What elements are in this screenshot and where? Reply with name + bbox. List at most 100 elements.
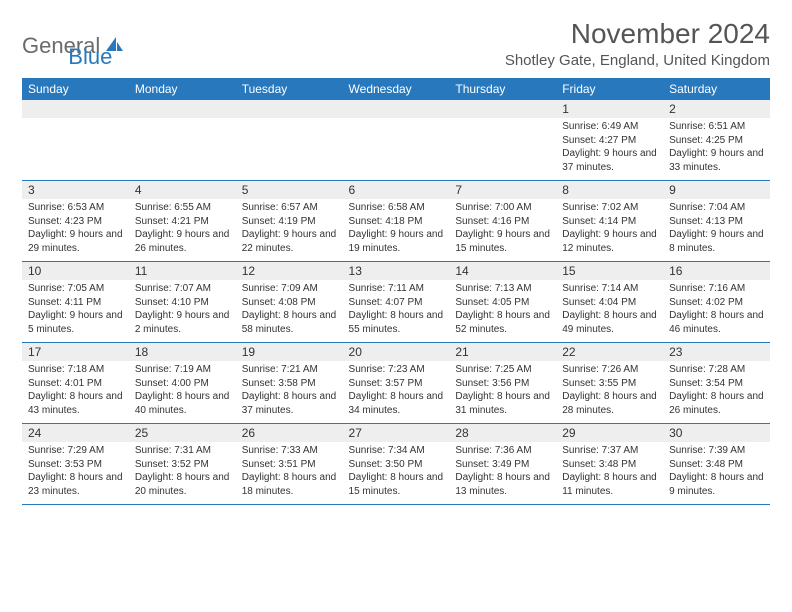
sunrise-text: Sunrise: 6:55 AM [135, 201, 230, 215]
day-cell: Sunrise: 7:26 AMSunset: 3:55 PMDaylight:… [556, 361, 663, 424]
day-number: 8 [556, 181, 663, 200]
daylight-text: Daylight: 9 hours and 22 minutes. [242, 228, 337, 255]
day-cell [22, 118, 129, 181]
sunrise-text: Sunrise: 7:19 AM [135, 363, 230, 377]
daylight-text: Daylight: 9 hours and 12 minutes. [562, 228, 657, 255]
day-number [129, 100, 236, 118]
day-cell: Sunrise: 7:18 AMSunset: 4:01 PMDaylight:… [22, 361, 129, 424]
day-cell: Sunrise: 7:37 AMSunset: 3:48 PMDaylight:… [556, 442, 663, 505]
sunrise-text: Sunrise: 7:39 AM [669, 444, 764, 458]
day-content-row: Sunrise: 7:05 AMSunset: 4:11 PMDaylight:… [22, 280, 770, 343]
day-number: 7 [449, 181, 556, 200]
sunset-text: Sunset: 3:50 PM [349, 458, 444, 472]
sunset-text: Sunset: 4:27 PM [562, 134, 657, 148]
day-cell: Sunrise: 7:29 AMSunset: 3:53 PMDaylight:… [22, 442, 129, 505]
day-cell [236, 118, 343, 181]
weekday-header: Tuesday [236, 78, 343, 100]
sunrise-text: Sunrise: 7:23 AM [349, 363, 444, 377]
sunset-text: Sunset: 3:51 PM [242, 458, 337, 472]
day-number: 14 [449, 262, 556, 281]
day-number: 22 [556, 343, 663, 362]
sunset-text: Sunset: 4:21 PM [135, 215, 230, 229]
daylight-text: Daylight: 8 hours and 28 minutes. [562, 390, 657, 417]
weekday-header: Thursday [449, 78, 556, 100]
day-number: 18 [129, 343, 236, 362]
day-cell: Sunrise: 6:51 AMSunset: 4:25 PMDaylight:… [663, 118, 770, 181]
weekday-header: Wednesday [343, 78, 450, 100]
sunset-text: Sunset: 3:53 PM [28, 458, 123, 472]
sunrise-text: Sunrise: 7:04 AM [669, 201, 764, 215]
daylight-text: Daylight: 9 hours and 19 minutes. [349, 228, 444, 255]
sunrise-text: Sunrise: 7:11 AM [349, 282, 444, 296]
logo: General Blue [22, 22, 112, 70]
sunset-text: Sunset: 3:49 PM [455, 458, 550, 472]
daylight-text: Daylight: 8 hours and 37 minutes. [242, 390, 337, 417]
day-number: 4 [129, 181, 236, 200]
sunrise-text: Sunrise: 7:14 AM [562, 282, 657, 296]
day-number: 20 [343, 343, 450, 362]
day-cell: Sunrise: 6:58 AMSunset: 4:18 PMDaylight:… [343, 199, 450, 262]
daylight-text: Daylight: 8 hours and 43 minutes. [28, 390, 123, 417]
daylight-text: Daylight: 9 hours and 37 minutes. [562, 147, 657, 174]
sunrise-text: Sunrise: 7:13 AM [455, 282, 550, 296]
day-cell: Sunrise: 7:13 AMSunset: 4:05 PMDaylight:… [449, 280, 556, 343]
daylight-text: Daylight: 8 hours and 52 minutes. [455, 309, 550, 336]
sunrise-text: Sunrise: 6:58 AM [349, 201, 444, 215]
day-content-row: Sunrise: 7:29 AMSunset: 3:53 PMDaylight:… [22, 442, 770, 505]
day-cell: Sunrise: 7:31 AMSunset: 3:52 PMDaylight:… [129, 442, 236, 505]
day-number: 5 [236, 181, 343, 200]
daylight-text: Daylight: 8 hours and 58 minutes. [242, 309, 337, 336]
day-cell: Sunrise: 7:02 AMSunset: 4:14 PMDaylight:… [556, 199, 663, 262]
month-title: November 2024 [505, 18, 770, 50]
sunrise-text: Sunrise: 7:26 AM [562, 363, 657, 377]
sunset-text: Sunset: 3:55 PM [562, 377, 657, 391]
day-cell: Sunrise: 6:49 AMSunset: 4:27 PMDaylight:… [556, 118, 663, 181]
day-cell: Sunrise: 6:53 AMSunset: 4:23 PMDaylight:… [22, 199, 129, 262]
day-cell: Sunrise: 7:36 AMSunset: 3:49 PMDaylight:… [449, 442, 556, 505]
daylight-text: Daylight: 8 hours and 13 minutes. [455, 471, 550, 498]
day-number: 19 [236, 343, 343, 362]
day-cell: Sunrise: 7:05 AMSunset: 4:11 PMDaylight:… [22, 280, 129, 343]
day-cell: Sunrise: 6:55 AMSunset: 4:21 PMDaylight:… [129, 199, 236, 262]
day-number: 21 [449, 343, 556, 362]
day-content-row: Sunrise: 6:49 AMSunset: 4:27 PMDaylight:… [22, 118, 770, 181]
sunset-text: Sunset: 4:07 PM [349, 296, 444, 310]
day-cell: Sunrise: 7:28 AMSunset: 3:54 PMDaylight:… [663, 361, 770, 424]
sunrise-text: Sunrise: 7:02 AM [562, 201, 657, 215]
day-cell: Sunrise: 7:00 AMSunset: 4:16 PMDaylight:… [449, 199, 556, 262]
title-block: November 2024 Shotley Gate, England, Uni… [505, 18, 770, 69]
logo-text-blue: Blue [68, 44, 112, 70]
sunset-text: Sunset: 4:04 PM [562, 296, 657, 310]
day-cell: Sunrise: 7:11 AMSunset: 4:07 PMDaylight:… [343, 280, 450, 343]
sunrise-text: Sunrise: 6:51 AM [669, 120, 764, 134]
sunrise-text: Sunrise: 7:37 AM [562, 444, 657, 458]
sunset-text: Sunset: 4:19 PM [242, 215, 337, 229]
day-cell: Sunrise: 7:25 AMSunset: 3:56 PMDaylight:… [449, 361, 556, 424]
sunrise-text: Sunrise: 6:57 AM [242, 201, 337, 215]
day-number: 15 [556, 262, 663, 281]
sunset-text: Sunset: 3:58 PM [242, 377, 337, 391]
daylight-text: Daylight: 8 hours and 26 minutes. [669, 390, 764, 417]
daylight-text: Daylight: 9 hours and 26 minutes. [135, 228, 230, 255]
sunset-text: Sunset: 4:02 PM [669, 296, 764, 310]
daylight-text: Daylight: 8 hours and 40 minutes. [135, 390, 230, 417]
day-cell: Sunrise: 7:16 AMSunset: 4:02 PMDaylight:… [663, 280, 770, 343]
day-number [343, 100, 450, 118]
sunset-text: Sunset: 3:52 PM [135, 458, 230, 472]
day-cell: Sunrise: 7:39 AMSunset: 3:48 PMDaylight:… [663, 442, 770, 505]
day-number-row: 10111213141516 [22, 262, 770, 281]
day-number: 16 [663, 262, 770, 281]
daylight-text: Daylight: 9 hours and 33 minutes. [669, 147, 764, 174]
daylight-text: Daylight: 9 hours and 8 minutes. [669, 228, 764, 255]
daylight-text: Daylight: 9 hours and 29 minutes. [28, 228, 123, 255]
day-cell: Sunrise: 7:09 AMSunset: 4:08 PMDaylight:… [236, 280, 343, 343]
day-number: 17 [22, 343, 129, 362]
sunset-text: Sunset: 4:25 PM [669, 134, 764, 148]
day-number: 13 [343, 262, 450, 281]
sunrise-text: Sunrise: 7:21 AM [242, 363, 337, 377]
daylight-text: Daylight: 8 hours and 23 minutes. [28, 471, 123, 498]
weekday-header: Sunday [22, 78, 129, 100]
day-cell: Sunrise: 7:14 AMSunset: 4:04 PMDaylight:… [556, 280, 663, 343]
sunrise-text: Sunrise: 7:36 AM [455, 444, 550, 458]
sunset-text: Sunset: 3:57 PM [349, 377, 444, 391]
